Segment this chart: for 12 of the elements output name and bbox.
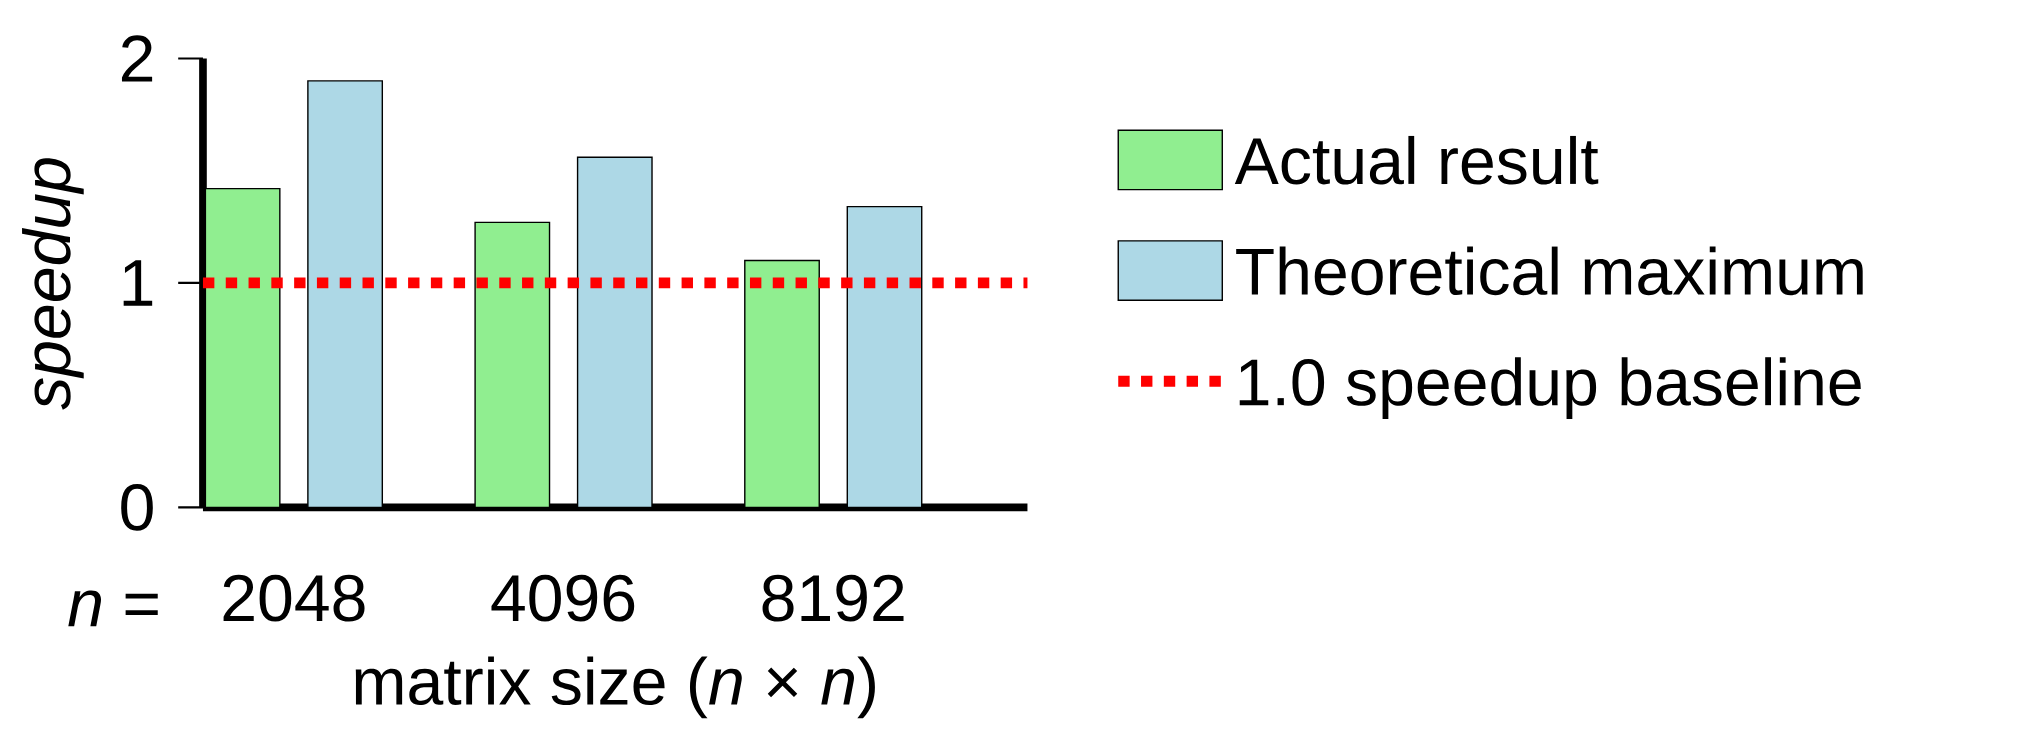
y-tick-label: 0 bbox=[121, 483, 153, 531]
x-axis-title: matrix size (n × n) bbox=[355, 656, 875, 719]
y-axis-title: speedup bbox=[22, 158, 84, 410]
y-tick-label: 1 bbox=[123, 260, 153, 306]
legend-label: Actual result bbox=[1234, 135, 1599, 185]
x-tick-label: 4096 bbox=[491, 574, 635, 622]
y-tick-label: 2 bbox=[121, 35, 153, 82]
legend-label: Theoretical maximum bbox=[1236, 246, 1863, 296]
text: n = bbox=[68, 590, 158, 627]
x-tick-label: 8192 bbox=[762, 574, 904, 622]
x-tick-label: 2048 bbox=[223, 574, 365, 622]
legend-label: 1.0 speedup baseline bbox=[1239, 357, 1861, 419]
